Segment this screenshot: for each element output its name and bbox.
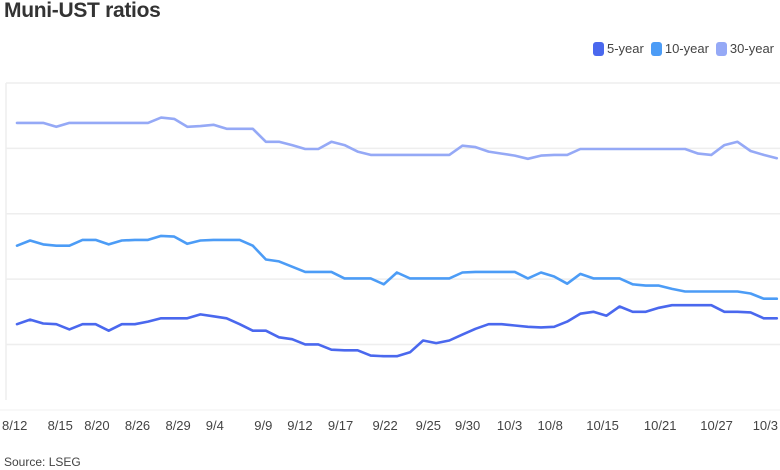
x-tick-label: 8/26 [125, 418, 150, 433]
legend-label: 5-year [606, 41, 644, 56]
series-line-5-year [15, 303, 779, 358]
legend-swatch [592, 41, 604, 56]
x-tick-label: 8/12 [2, 418, 27, 433]
x-tick-label: 10/21 [644, 418, 677, 433]
x-tick-label: 10/27 [700, 418, 733, 433]
x-tick-label: 9/12 [287, 418, 312, 433]
x-tick-label: 10/3 [753, 418, 778, 433]
x-tick-label: 8/15 [48, 418, 73, 433]
legend-item-5-year[interactable]: 5-year [592, 41, 644, 56]
legend: 5-year 10-year 30-year [592, 41, 774, 56]
x-tick-label: 9/22 [372, 418, 397, 433]
x-tick-label: 9/25 [416, 418, 441, 433]
legend-swatch [715, 41, 727, 56]
series-line-30-year [15, 116, 779, 161]
x-tick-label: 9/9 [254, 418, 272, 433]
legend-item-30-year[interactable]: 30-year [715, 41, 774, 56]
x-tick-label: 9/30 [455, 418, 480, 433]
x-tick-label: 9/17 [328, 418, 353, 433]
x-tick-label: 8/29 [165, 418, 190, 433]
x-tick-label: 10/3 [497, 418, 522, 433]
x-tick-label: 9/4 [206, 418, 224, 433]
legend-label: 30-year [729, 41, 774, 56]
legend-swatch [650, 41, 662, 56]
x-tick-label: 10/8 [538, 418, 563, 433]
legend-item-10-year[interactable]: 10-year [650, 41, 709, 56]
legend-label: 10-year [664, 41, 709, 56]
source-note: Source: LSEG [4, 455, 81, 469]
x-tick-label: 8/20 [84, 418, 109, 433]
chart-title: Muni-UST ratios [4, 0, 161, 22]
x-tick-label: 10/15 [586, 418, 619, 433]
series-line-10-year [15, 234, 779, 301]
